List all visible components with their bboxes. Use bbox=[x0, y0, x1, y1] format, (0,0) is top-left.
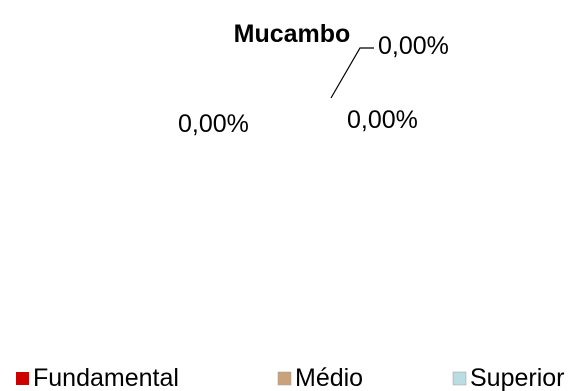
legend: Fundamental Médio Superior bbox=[16, 364, 565, 391]
legend-swatch bbox=[16, 372, 29, 385]
legend-item-fundamental: Fundamental bbox=[16, 364, 179, 391]
chart-title: Mucambo bbox=[234, 20, 351, 48]
data-labels-group: 0,00% 0,00% 0,00% bbox=[178, 32, 449, 138]
legend-item-mdio: Médio bbox=[277, 364, 363, 391]
legend-label: Superior bbox=[470, 364, 565, 391]
legend-label: Fundamental bbox=[33, 364, 179, 391]
legend-item-superior: Superior bbox=[452, 364, 565, 391]
legend-label: Médio bbox=[295, 364, 363, 391]
data-label-mdio: 0,00% bbox=[378, 32, 449, 60]
data-label-superior: 0,00% bbox=[347, 106, 418, 134]
legend-swatch bbox=[452, 371, 467, 386]
leader-line bbox=[330, 47, 374, 99]
data-label-fundamental: 0,00% bbox=[178, 110, 249, 138]
legend-swatch bbox=[277, 371, 292, 386]
